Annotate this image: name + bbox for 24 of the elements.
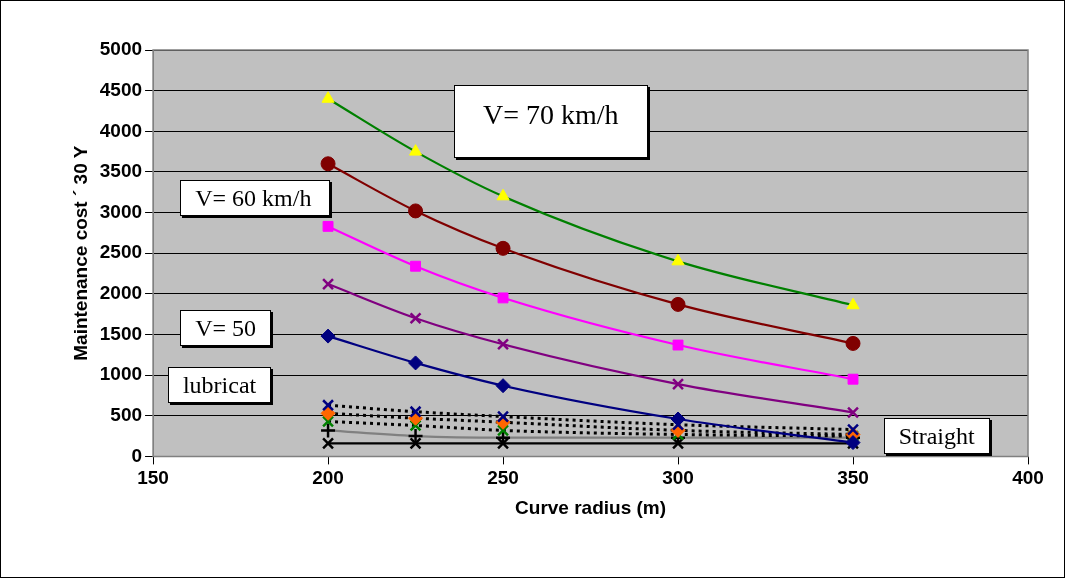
text-box: V= 60 km/h (180, 180, 331, 217)
y-tick-label: 1500 (99, 322, 143, 344)
y-tick-label: 4500 (99, 78, 143, 100)
text-box: V= 50 (180, 310, 272, 347)
y-tick-label: 500 (110, 403, 143, 425)
x-tick-label: 200 (312, 467, 344, 489)
y-tick-label: 4000 (99, 119, 143, 141)
x-tick-label: 150 (137, 467, 169, 489)
text-box: lubricat (167, 367, 272, 404)
x-tick-label: 400 (1012, 467, 1044, 489)
y-tick-label: 1000 (99, 363, 143, 385)
y-tick-label: 0 (131, 444, 143, 466)
y-tick-label: 2500 (99, 241, 143, 263)
x-axis-title: Curve radius (m) (515, 496, 667, 518)
text-box: Straight (883, 417, 990, 455)
y-tick-label: 5000 (99, 38, 143, 60)
x-tick-label: 350 (837, 467, 869, 489)
x-tick-label: 300 (662, 467, 694, 489)
x-tick-label: 250 (487, 467, 519, 489)
y-tick-label: 3000 (99, 200, 143, 222)
text-box: V= 70 km/h (454, 84, 648, 158)
y-tick-label: 3500 (99, 160, 143, 182)
y-tick-label: 2000 (99, 282, 143, 304)
y-axis-title: Maintenance cost ´ 30 Y (69, 145, 91, 361)
